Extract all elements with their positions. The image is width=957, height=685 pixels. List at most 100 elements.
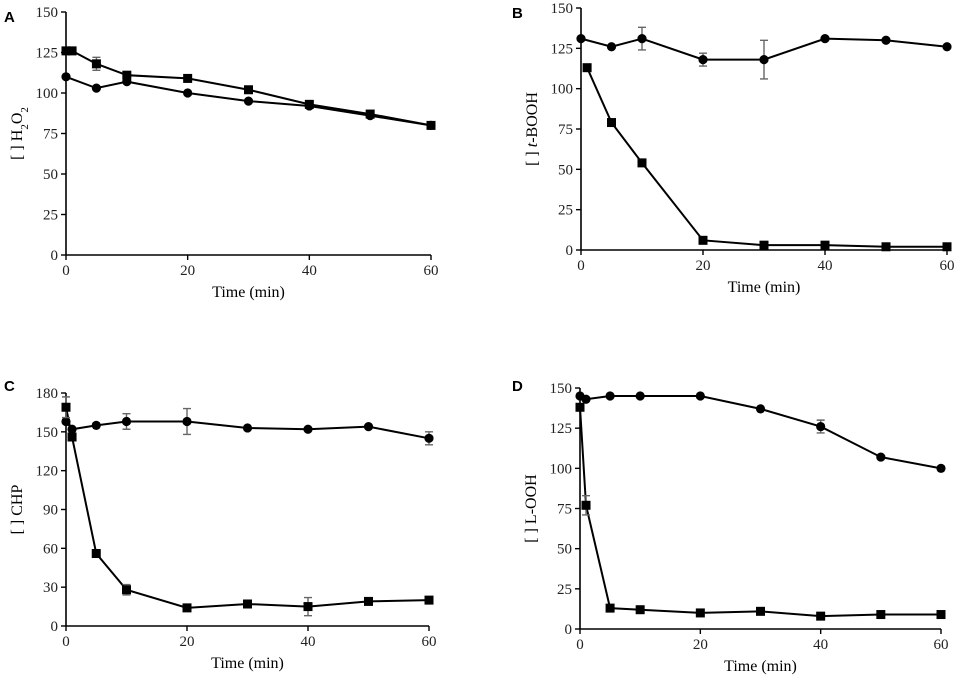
data-point-circle xyxy=(820,34,830,44)
series-square xyxy=(575,402,946,621)
data-point-circle xyxy=(936,463,946,473)
data-point-circle xyxy=(698,55,708,65)
x-tick-label: 60 xyxy=(934,637,949,653)
x-tick-label: 40 xyxy=(302,263,317,279)
y-tick-label: 100 xyxy=(551,82,574,98)
x-tick-label: 60 xyxy=(422,634,437,650)
x-tick-label: 0 xyxy=(577,258,585,274)
y-axis-title-subscript: 2 xyxy=(19,124,31,130)
data-point-circle xyxy=(695,391,705,401)
x-tick-label: 60 xyxy=(940,258,955,274)
y-tick-label: 150 xyxy=(550,381,573,397)
y-axis-title-prefix: [ ] xyxy=(523,524,540,543)
y-tick-label: 150 xyxy=(36,425,59,441)
y-axis-title-subscript: 2 xyxy=(19,107,31,113)
data-point-square xyxy=(637,158,647,168)
y-tick-label: 75 xyxy=(43,127,58,143)
x-tick-label: 20 xyxy=(693,637,708,653)
y-tick-label: 50 xyxy=(557,542,572,558)
series-square xyxy=(61,396,434,617)
data-point-circle xyxy=(816,421,826,432)
data-point-circle xyxy=(637,34,647,44)
chart-panel-b: B 0 25 50 75 100 125 150 0 20 40 60 Time (min) [ ] t-… xyxy=(512,1,955,296)
data-point-square xyxy=(698,235,708,245)
x-tick-label: 40 xyxy=(813,637,828,653)
data-point-circle xyxy=(942,42,952,52)
data-point-square xyxy=(426,120,436,130)
series-circle xyxy=(61,72,436,130)
panel-letter: C xyxy=(4,378,15,395)
x-tick-label: 0 xyxy=(62,263,70,279)
data-point-circle xyxy=(242,423,253,433)
y-axis-title-prefix: [ ] xyxy=(9,516,26,535)
data-point-square xyxy=(243,599,252,609)
data-point-circle xyxy=(755,404,766,414)
data-point-square xyxy=(244,85,253,95)
series-square xyxy=(582,63,952,252)
panel-letter: B xyxy=(512,5,523,22)
x-tick-label: 60 xyxy=(424,263,439,279)
series-line-circle xyxy=(580,37,948,61)
data-point-circle xyxy=(303,424,313,434)
data-point-square xyxy=(67,432,77,442)
data-point-square xyxy=(820,240,830,250)
x-tick-label: 0 xyxy=(576,637,584,653)
series-square xyxy=(61,46,436,130)
y-axis-title-part: -BOOH xyxy=(524,92,541,143)
y-axis-title-part: L-OOH xyxy=(523,474,540,524)
data-point-square xyxy=(936,610,946,620)
series-line-square xyxy=(579,407,941,618)
data-point-square xyxy=(881,242,891,252)
data-point-circle xyxy=(759,55,769,65)
data-point-square xyxy=(582,63,592,73)
data-point-square xyxy=(122,585,131,595)
y-tick-label: 150 xyxy=(551,1,574,17)
series-line-square xyxy=(65,407,430,609)
y-tick-label: 25 xyxy=(43,208,58,224)
y-tick-label: 25 xyxy=(558,203,573,219)
data-point-square xyxy=(67,46,77,56)
data-point-square xyxy=(182,603,192,613)
y-tick-label: 180 xyxy=(36,386,59,402)
y-axis-title-part: H xyxy=(9,129,26,141)
data-point-square xyxy=(759,240,769,250)
data-point-circle xyxy=(424,433,434,443)
y-tick-label: 0 xyxy=(51,248,59,264)
y-axis-title-part: CHP xyxy=(9,485,26,516)
y-tick-label: 75 xyxy=(557,502,572,518)
y-axis-title: [ ] L-OOH xyxy=(523,474,540,543)
y-tick-label: 60 xyxy=(43,541,58,557)
y-axis-title-prefix: [ ] xyxy=(524,147,541,166)
y-tick-label: 30 xyxy=(43,580,58,596)
y-tick-label: 0 xyxy=(51,619,59,635)
data-point-circle xyxy=(183,88,193,98)
y-axis-title-part: O xyxy=(9,113,26,125)
x-axis-title: Time (min) xyxy=(212,284,285,301)
x-tick-label: 0 xyxy=(62,634,70,650)
panel-letter: D xyxy=(512,378,523,395)
data-point-circle xyxy=(91,420,101,430)
x-axis-title: Time (min) xyxy=(724,658,797,675)
data-point-circle xyxy=(606,42,617,52)
y-tick-label: 75 xyxy=(558,122,573,138)
y-tick-label: 125 xyxy=(550,421,573,437)
data-point-square xyxy=(304,99,314,109)
data-point-circle xyxy=(576,34,586,44)
data-point-square xyxy=(91,59,101,69)
data-point-circle xyxy=(61,72,71,82)
data-point-square xyxy=(122,70,132,80)
data-point-square xyxy=(61,402,71,412)
data-point-square xyxy=(695,608,705,618)
y-axis-title: [ ] H2O2 xyxy=(9,107,31,160)
data-point-circle xyxy=(581,394,591,404)
data-point-circle xyxy=(363,422,374,432)
data-point-square xyxy=(942,242,952,252)
data-point-circle xyxy=(91,83,102,93)
data-point-circle xyxy=(121,416,132,427)
data-point-square xyxy=(581,500,591,510)
panel-letter: A xyxy=(4,9,15,26)
y-tick-label: 0 xyxy=(566,243,574,259)
data-point-circle xyxy=(182,416,192,427)
data-point-circle xyxy=(876,452,886,462)
